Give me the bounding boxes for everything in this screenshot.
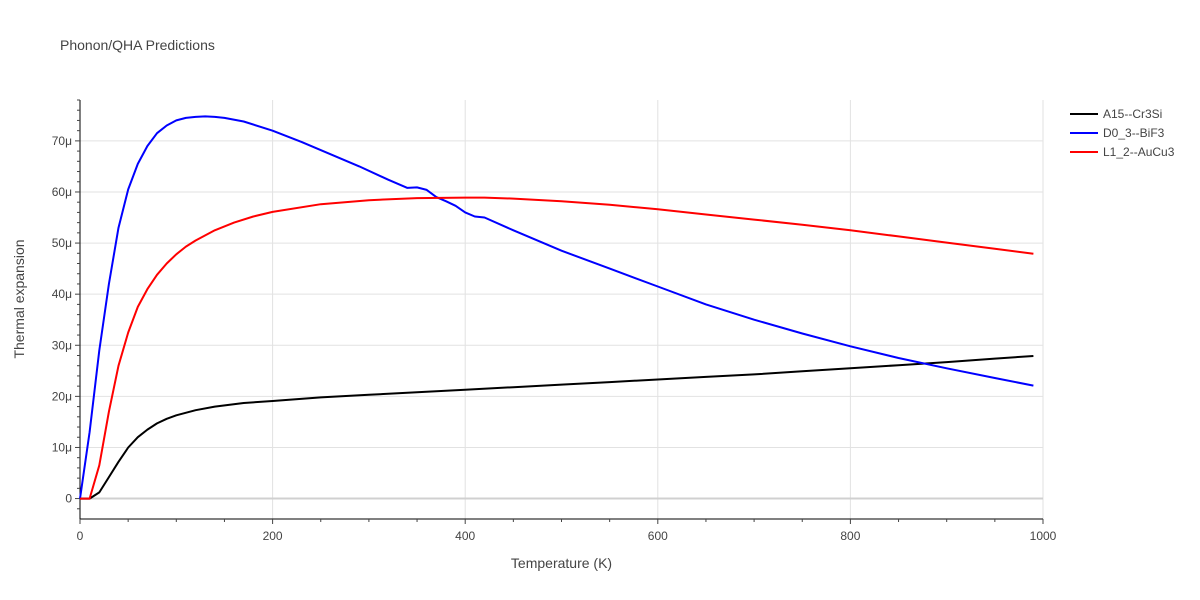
y-tick-label: 40μ bbox=[52, 287, 72, 301]
y-tick-label: 50μ bbox=[52, 236, 72, 250]
legend[interactable]: A15--Cr3Si D0_3--BiF3 L1_2--AuCu3 bbox=[1070, 107, 1175, 159]
legend-item[interactable]: L1_2--AuCu3 bbox=[1070, 145, 1175, 159]
y-tick-label: 70μ bbox=[52, 134, 72, 148]
x-tick-label: 400 bbox=[455, 529, 475, 543]
legend-label: D0_3--BiF3 bbox=[1103, 126, 1165, 140]
y-tick-label: 0 bbox=[65, 492, 72, 506]
y-tick-label: 60μ bbox=[52, 185, 72, 199]
gridlines bbox=[80, 100, 1044, 519]
y-tick-label: 20μ bbox=[52, 389, 72, 403]
y-tick-label: 10μ bbox=[52, 440, 72, 454]
legend-item[interactable]: D0_3--BiF3 bbox=[1070, 126, 1165, 140]
y-axis-title: Thermal expansion bbox=[11, 239, 27, 358]
series-line-1 bbox=[79, 115, 1034, 499]
x-tick-label: 800 bbox=[840, 529, 860, 543]
y-tick-label: 30μ bbox=[52, 338, 72, 352]
series-lines bbox=[79, 115, 1034, 500]
x-tick-label: 1000 bbox=[1030, 529, 1057, 543]
x-tick-label: 600 bbox=[648, 529, 668, 543]
series-line-2 bbox=[80, 196, 1034, 500]
legend-label: A15--Cr3Si bbox=[1103, 107, 1162, 121]
x-axis-title: Temperature (K) bbox=[511, 555, 612, 571]
x-tick-label: 0 bbox=[77, 529, 84, 543]
legend-label: L1_2--AuCu3 bbox=[1103, 145, 1175, 159]
legend-item[interactable]: A15--Cr3Si bbox=[1070, 107, 1162, 121]
x-tick-label: 200 bbox=[263, 529, 283, 543]
axes: 0 200 400 600 800 1000 0 10μ 20μ 30μ 40μ 50μ 60μ 70μ bbox=[52, 99, 1057, 543]
chart-title: Phonon/QHA Predictions bbox=[60, 37, 215, 53]
series-line-0 bbox=[80, 355, 1034, 500]
